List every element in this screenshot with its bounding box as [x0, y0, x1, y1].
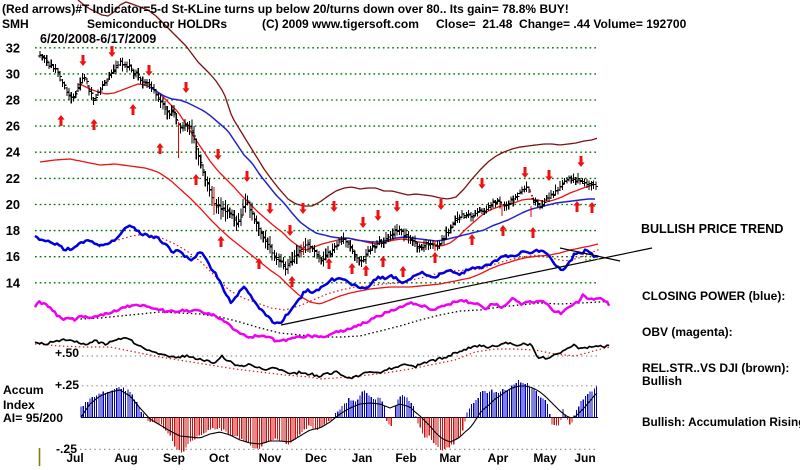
svg-text:+.50: +.50	[55, 346, 79, 360]
svg-text:Dec: Dec	[305, 451, 327, 465]
svg-text:Semiconductor HOLDRs: Semiconductor HOLDRs	[87, 17, 227, 31]
svg-text:18: 18	[6, 223, 20, 238]
svg-text:26: 26	[6, 119, 20, 134]
svg-text:28: 28	[6, 93, 20, 108]
svg-text:Apr: Apr	[488, 451, 509, 465]
svg-text:AI= 95/200: AI= 95/200	[3, 411, 63, 425]
svg-text:Nov: Nov	[259, 451, 282, 465]
svg-text:+.25: +.25	[55, 378, 79, 392]
svg-text:22: 22	[6, 171, 20, 186]
svg-text:Close= 21.48 Change= .44 Vol: Close= 21.48 Change= .44 Volume= 192700	[436, 17, 687, 31]
svg-text:(Red arrows)#T Indicator=5-d S: (Red arrows)#T Indicator=5-d St-KLine tu…	[2, 2, 569, 16]
svg-text:20: 20	[6, 197, 20, 212]
svg-text:Aug: Aug	[114, 451, 137, 465]
svg-text:Oct: Oct	[209, 451, 229, 465]
svg-text:CLOSING POWER (blue):: CLOSING POWER (blue):	[642, 289, 785, 303]
svg-text:Mar: Mar	[439, 451, 461, 465]
svg-text:Bullish: Accumulation Rising: Bullish: Accumulation Rising	[642, 415, 800, 429]
svg-text:May: May	[533, 451, 557, 465]
svg-text:(C) 2009 www.tigersoft.com: (C) 2009 www.tigersoft.com	[262, 17, 419, 31]
svg-text:Jun: Jun	[574, 451, 595, 465]
svg-text:Feb: Feb	[395, 451, 416, 465]
svg-text:24: 24	[6, 145, 21, 160]
svg-text:14: 14	[6, 275, 21, 290]
svg-text:SMH: SMH	[2, 17, 29, 31]
svg-text:6/20/2008-6/17/2009: 6/20/2008-6/17/2009	[40, 32, 156, 46]
svg-text:16: 16	[6, 249, 20, 264]
svg-text:Index: Index	[3, 398, 35, 412]
svg-text:Jul: Jul	[66, 451, 83, 465]
svg-text:-.25: -.25	[56, 442, 77, 456]
svg-text:REL.STR..VS DJI (brown):: REL.STR..VS DJI (brown):	[642, 361, 789, 375]
svg-text:OBV (magenta):: OBV (magenta):	[642, 325, 733, 339]
svg-text:32: 32	[6, 40, 20, 55]
svg-text:Accum: Accum	[3, 383, 44, 397]
svg-text:BULLISH PRICE TREND: BULLISH PRICE TREND	[641, 222, 783, 236]
svg-text:Jan: Jan	[352, 451, 373, 465]
svg-text:30: 30	[6, 66, 20, 81]
svg-text:Bullish: Bullish	[642, 374, 682, 388]
svg-text:Sep: Sep	[163, 451, 185, 465]
